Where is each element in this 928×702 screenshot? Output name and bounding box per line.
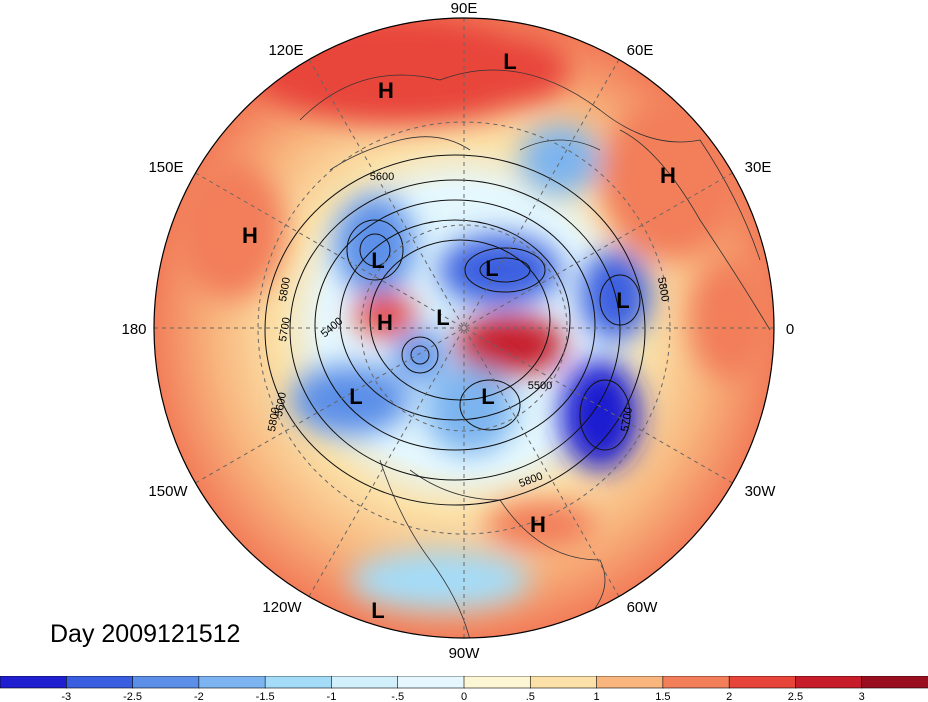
colorbar-tick-label: -1.5 [256, 691, 275, 702]
colorbar-tick-label: 2.5 [788, 691, 803, 702]
colorbar-swatch [331, 676, 399, 689]
colorbar-swatch [264, 676, 333, 689]
longitude-label: 150E [148, 159, 183, 176]
colorbar-swatch [529, 676, 598, 689]
pressure-center-label: L [371, 598, 384, 623]
colorbar-swatch [65, 676, 134, 689]
contour-label: 5700 [619, 406, 635, 432]
colorbar-swatch [198, 676, 266, 689]
pressure-center-label: H [377, 310, 393, 335]
colorbar: -3 -2.5 -2 -1.5 -1 -.5 0 .5 1 1.5 2 2.5 3 [0, 676, 928, 702]
longitude-label: 150W [148, 483, 188, 500]
longitude-label: 30W [745, 483, 777, 500]
pressure-center-label: H [660, 163, 676, 188]
polar-map: 90E 60E 30E 0 30W 60W 90W 120W 150W 180 150E 120E H… [121, 0, 794, 662]
pressure-centers: H L H H L L L H L L L H L [242, 49, 676, 623]
colorbar-tick-label: 1.5 [655, 691, 670, 702]
pressure-center-label: L [616, 288, 629, 313]
pressure-center-label: L [481, 384, 494, 409]
map-border [153, 17, 775, 639]
colorbar-swatch [596, 676, 664, 689]
contour-label: 5800 [266, 406, 282, 432]
pressure-center-label: L [349, 384, 362, 409]
longitude-label: 0 [786, 321, 794, 338]
colorbar-swatch [463, 676, 532, 689]
longitude-label: 60E [627, 42, 654, 59]
colorbar-swatch [861, 676, 928, 689]
contour-label: 5700 [277, 316, 293, 342]
pressure-center-label: L [503, 49, 516, 74]
colorbar-swatch [662, 676, 730, 689]
colorbar-tick-label: 0 [461, 691, 467, 702]
longitude-label: 90W [449, 645, 481, 662]
longitude-label: 90E [451, 0, 478, 17]
colorbar-tick-label: 2 [726, 691, 732, 702]
longitude-label: 60W [627, 599, 659, 616]
colorbar-tick-label: -3 [61, 691, 71, 702]
contour-label: 5800 [655, 276, 671, 302]
colorbar-tick-label: -2 [194, 691, 204, 702]
colorbar-swatch [0, 676, 68, 689]
graticule [154, 18, 774, 638]
contour-label: 5600 [370, 171, 394, 183]
pressure-center-label: H [378, 78, 394, 103]
longitude-labels: 90E 60E 30E 0 30W 60W 90W 120W 150W 180 150E 120E [121, 0, 794, 662]
pressure-center-label: H [530, 512, 546, 537]
colorbar-tick-label: -1 [327, 691, 337, 702]
contour-label: 5600 [273, 391, 289, 417]
contour-label: 5500 [528, 380, 552, 392]
longitude-label: 120W [262, 599, 302, 616]
colorbar-swatch [795, 676, 863, 689]
colorbar-tick-label: -.5 [391, 691, 404, 702]
colorbar-swatch [728, 676, 797, 689]
longitude-label: 30E [745, 159, 772, 176]
colorbar-swatch [132, 676, 200, 689]
contour-label: 5800 [277, 276, 293, 302]
pressure-center-label: L [485, 256, 498, 281]
colorbar-tick-label: 1 [594, 691, 600, 702]
longitude-label: 180 [121, 321, 146, 338]
anomaly-field [154, 18, 774, 638]
date-title: Day 2009121512 [50, 620, 241, 648]
colorbar-swatch [397, 676, 465, 689]
colorbar-tick-label: -2.5 [123, 691, 142, 702]
pressure-center-label: H [242, 223, 258, 248]
pressure-center-label: L [436, 305, 449, 330]
colorbar-tick-label: 3 [859, 691, 865, 702]
pressure-center-label: L [371, 248, 384, 273]
longitude-label: 120E [268, 42, 303, 59]
colorbar-tick-label: .5 [526, 691, 535, 702]
